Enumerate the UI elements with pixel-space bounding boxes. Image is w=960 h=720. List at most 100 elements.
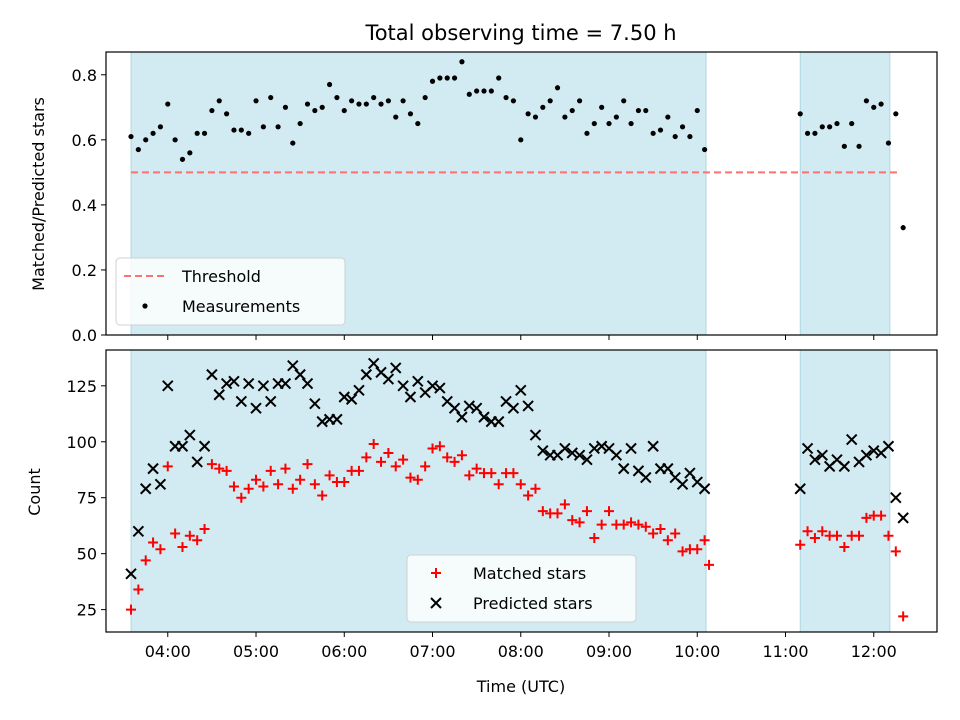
matched-star-point — [412, 474, 423, 485]
measurement-point — [466, 91, 472, 97]
matched-star-point — [302, 459, 313, 470]
measurement-point — [201, 130, 208, 136]
measurement-point — [216, 98, 222, 104]
matched-star-point — [449, 456, 460, 467]
measurement-point — [643, 107, 649, 114]
measurement-point — [606, 120, 612, 127]
measurement-point — [584, 130, 590, 136]
bottom-legend: Matched stars Predicted stars — [406, 554, 637, 623]
x-tick-label: 08:00 — [498, 642, 544, 661]
predicted-star-point — [434, 382, 446, 394]
matched-star-point — [456, 450, 467, 461]
legend-matched-label: Matched stars — [473, 564, 586, 583]
matched-star-point — [567, 515, 578, 526]
matched-star-point — [192, 535, 203, 546]
measurement-point — [554, 85, 561, 91]
y-tick-label: 0.6 — [72, 131, 97, 150]
measurement-point — [525, 111, 531, 117]
measurement-point — [562, 114, 568, 120]
matched-star-point — [221, 465, 232, 476]
predicted-star-point — [309, 398, 321, 410]
predicted-star-point — [301, 377, 314, 390]
measurement-point — [422, 94, 428, 101]
predicted-star-point — [625, 442, 637, 455]
measurement-point — [209, 107, 215, 114]
matched-star-point — [133, 584, 144, 595]
measurement-point — [260, 124, 266, 130]
matched-star-point — [148, 537, 159, 548]
measurement-point — [635, 107, 642, 114]
matched-star-point — [368, 439, 379, 449]
measurement-point — [128, 133, 134, 140]
y-tick-label: 75 — [77, 489, 97, 508]
matched-star-point — [574, 517, 585, 528]
matched-star-point — [405, 472, 416, 483]
y-tick-label: 50 — [77, 545, 97, 564]
measurement-point — [657, 127, 664, 133]
predicted-star-point — [338, 391, 350, 403]
predicted-star-point — [588, 442, 601, 455]
predicted-star-point — [470, 402, 483, 414]
predicted-star-point — [610, 449, 623, 461]
predicted-star-point — [397, 380, 409, 392]
predicted-star-point — [676, 478, 689, 490]
predicted-star-point — [390, 362, 402, 374]
measurement-point — [665, 114, 671, 120]
measurement-point — [841, 143, 847, 149]
measurement-point — [238, 127, 244, 133]
x-tick-label: 07:00 — [409, 642, 455, 661]
x-tick-label: 05:00 — [233, 642, 279, 661]
matched-star-point — [831, 530, 842, 541]
measurement-point — [819, 124, 825, 130]
predicted-star-point — [191, 456, 203, 468]
measurement-point — [797, 111, 803, 117]
measurement-point — [804, 130, 811, 136]
predicted-star-point — [235, 395, 248, 408]
matched-star-point — [559, 499, 570, 510]
matched-star-point — [861, 512, 872, 523]
predicted-star-point — [816, 449, 828, 461]
matched-star-point — [309, 479, 320, 490]
predicted-star-point — [478, 411, 490, 423]
measurement-point — [650, 130, 656, 136]
predicted-star-point — [404, 391, 417, 403]
measurement-point — [621, 98, 627, 104]
y-tick-label: 0.2 — [72, 261, 97, 280]
matched-star-point — [670, 528, 681, 539]
predicted-star-point — [640, 471, 652, 484]
predicted-star-point — [595, 440, 608, 452]
predicted-star-point — [367, 357, 380, 370]
matched-star-point — [177, 541, 188, 552]
matched-star-point — [486, 468, 497, 479]
predicted-star-point — [566, 447, 578, 459]
predicted-star-point — [801, 442, 814, 455]
measurement-point — [900, 225, 906, 231]
measurement-point — [694, 107, 700, 114]
measurement-point — [268, 94, 274, 101]
measurement-point — [849, 120, 855, 127]
measurement-point — [304, 101, 311, 107]
measurement-point — [326, 81, 333, 88]
matched-star-point — [604, 506, 615, 517]
legend-matched-swatch — [431, 568, 441, 578]
matched-star-point — [515, 479, 526, 490]
matched-star-point — [648, 528, 659, 539]
measurement-point — [863, 98, 870, 104]
matched-star-point — [508, 468, 519, 479]
top-panel: 0.0 0.2 0.4 0.6 0.8 Threshold Measurements — [72, 51, 938, 345]
matched-star-point — [155, 544, 166, 555]
matched-star-point — [184, 530, 195, 541]
measurement-point — [687, 133, 693, 140]
measurement-point — [834, 120, 840, 127]
predicted-star-point — [794, 483, 806, 495]
measurement-point — [459, 59, 465, 65]
predicted-star-point — [176, 440, 189, 452]
matched-star-point — [265, 465, 276, 476]
matched-star-point — [353, 465, 364, 476]
matched-star-point — [243, 483, 254, 494]
measurement-point — [349, 98, 355, 104]
measurement-point — [400, 98, 406, 104]
predicted-star-point — [698, 483, 711, 495]
measurement-point — [290, 140, 296, 146]
